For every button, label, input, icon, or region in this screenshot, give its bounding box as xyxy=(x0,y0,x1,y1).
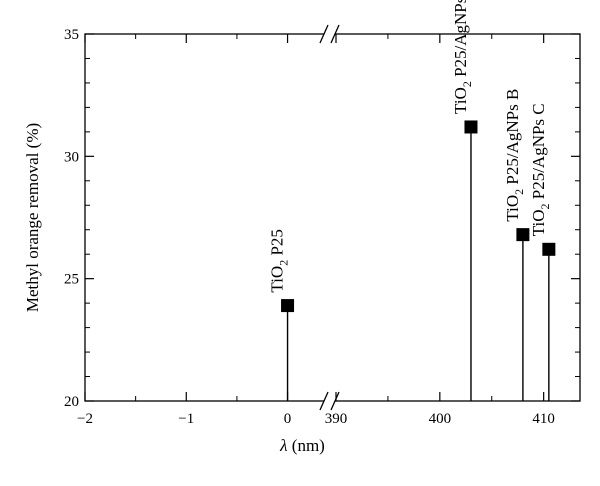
point-label-rest: P25/AgNPs A xyxy=(451,0,470,81)
point-label: TiO2 P25 xyxy=(268,229,291,293)
point-label-main: TiO xyxy=(268,266,287,293)
x-axis-label: λ (nm) xyxy=(279,436,325,455)
point-label-main: TiO xyxy=(503,195,522,222)
y-tick-label: 30 xyxy=(64,149,79,165)
y-tick-label: 35 xyxy=(64,27,79,43)
point-label-subscript: 2 xyxy=(460,81,474,87)
data-point-marker xyxy=(542,242,556,256)
axis-break-slash xyxy=(319,24,329,44)
axis-break-slash xyxy=(330,391,340,411)
x-tick-label: 390 xyxy=(325,411,348,427)
x-axis-label-unit: (nm) xyxy=(288,436,325,455)
x-tick-label: 400 xyxy=(429,411,452,427)
point-label: TiO2 P25/AgNPs A xyxy=(451,0,474,114)
point-label-rest: P25/AgNPs B xyxy=(503,89,522,189)
x-tick-label: −2 xyxy=(77,411,93,427)
data-point-marker xyxy=(281,299,295,313)
x-tick-label: 0 xyxy=(284,411,292,427)
data-point-marker xyxy=(464,120,478,134)
y-axis-label: Methyl orange removal (%) xyxy=(23,123,42,312)
axis-break-slash xyxy=(330,24,340,44)
point-label: TiO2 P25/AgNPs C xyxy=(529,103,552,236)
point-label-rest: P25/AgNPs C xyxy=(529,103,548,203)
point-label-main: TiO xyxy=(529,210,548,237)
y-tick-label: 20 xyxy=(64,394,79,410)
point-label-rest: P25 xyxy=(268,229,287,260)
point-label-main: TiO xyxy=(451,87,470,114)
x-tick-label: 410 xyxy=(532,411,555,427)
top-axis-break-gap xyxy=(324,30,335,38)
point-label-subscript: 2 xyxy=(512,189,526,195)
marks-layer xyxy=(281,120,556,401)
x-axis-label-symbol: λ xyxy=(279,436,287,455)
data-point-marker xyxy=(516,228,530,242)
axis-break-slash xyxy=(319,391,329,411)
point-label: TiO2 P25/AgNPs B xyxy=(503,89,526,222)
point-label-subscript: 2 xyxy=(538,204,552,210)
x-tick-label: −1 xyxy=(178,411,194,427)
point-label-subscript: 2 xyxy=(277,260,291,266)
y-tick-label: 25 xyxy=(64,272,79,288)
bottom-axis-break-gap xyxy=(324,397,335,405)
